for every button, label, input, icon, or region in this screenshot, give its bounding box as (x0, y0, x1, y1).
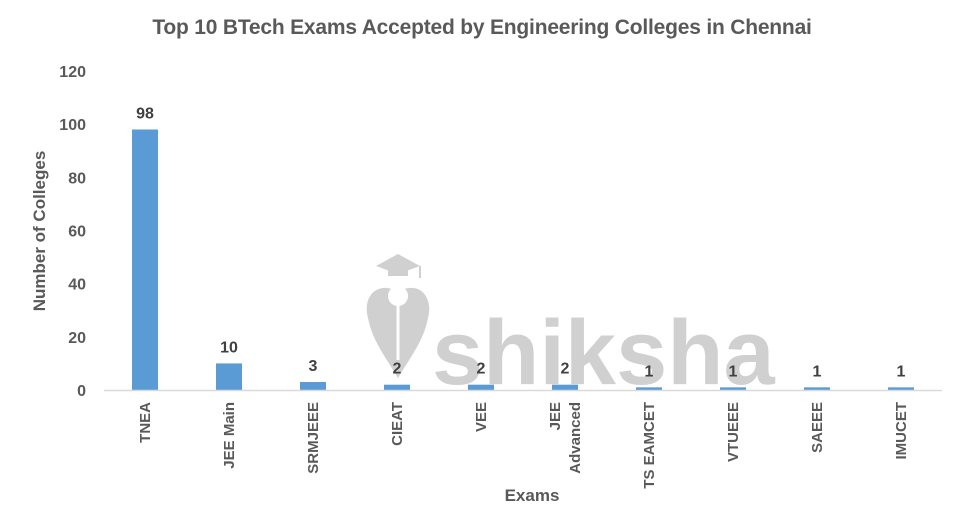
bar (216, 363, 242, 390)
x-category-label: JEE (547, 402, 564, 430)
x-category-label: VEE (473, 402, 490, 432)
x-category-label: JEE Main (221, 402, 238, 469)
shiksha-watermark-logo: shiksha (366, 254, 775, 404)
x-category-label: VTUEEE (725, 402, 742, 462)
data-label: 98 (136, 105, 154, 122)
x-category-label: SAEEE (809, 402, 826, 453)
data-label: 1 (897, 363, 906, 380)
bar (384, 384, 410, 390)
y-tick-label: 80 (68, 170, 86, 187)
bar (804, 387, 830, 390)
y-tick-label: 0 (77, 383, 86, 400)
data-label: 3 (309, 358, 318, 375)
bar (636, 387, 662, 390)
x-category-label: CIEAT (389, 402, 406, 446)
bar (888, 387, 914, 390)
bar (720, 387, 746, 390)
y-tick-label: 100 (59, 117, 86, 134)
bars: 98 10 3 2 2 2 1 1 1 1 (132, 105, 914, 390)
y-tick-label: 60 (68, 224, 86, 241)
x-category-label: TS EAMCET (641, 402, 658, 489)
x-axis-label: Exams (504, 486, 560, 505)
x-category-label: IMUCET (893, 402, 910, 460)
y-tick-label: 120 (59, 64, 86, 81)
y-axis-ticks: 0 20 40 60 80 100 120 (59, 64, 86, 400)
data-label: 2 (477, 361, 486, 378)
data-label: 1 (729, 363, 738, 380)
bar (552, 384, 578, 390)
bar (300, 382, 326, 390)
chart-title: Top 10 BTech Exams Accepted by Engineeri… (152, 16, 812, 39)
x-category-label: Advanced (567, 402, 584, 474)
x-axis-categories: TNEA JEE Main SRMJEEE CIEAT VEE JEE Advanced TS… (137, 402, 910, 489)
data-label: 10 (220, 339, 238, 356)
bar (468, 384, 494, 390)
y-tick-label: 40 (68, 277, 86, 294)
data-label: 2 (393, 361, 402, 378)
x-category-label: TNEA (137, 402, 154, 443)
x-category-label: SRMJEEE (305, 402, 322, 474)
bar (132, 129, 158, 390)
y-tick-label: 20 (68, 330, 86, 347)
data-label: 2 (561, 361, 570, 378)
data-label: 1 (645, 363, 654, 380)
data-label: 1 (813, 363, 822, 380)
